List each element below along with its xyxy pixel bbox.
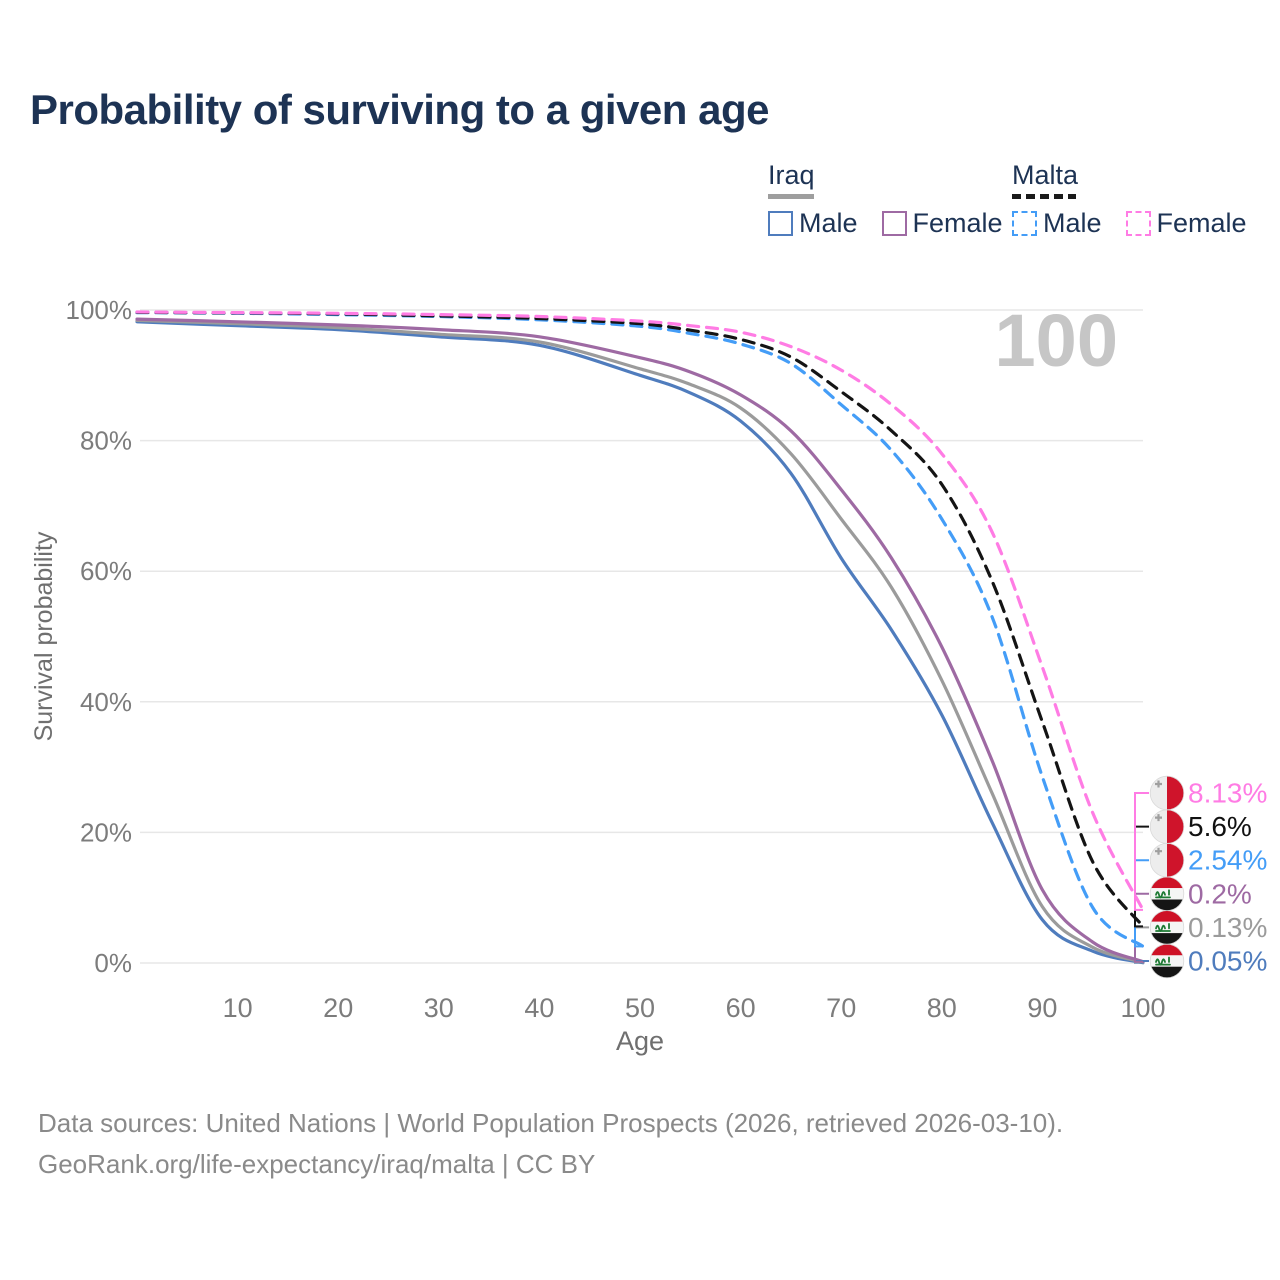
takbir-script-icon — [1155, 889, 1171, 899]
curve-iraq-female[interactable] — [135, 317, 1145, 964]
malta-white-half — [1150, 776, 1167, 810]
iraq-flag-icon — [1149, 876, 1185, 911]
malta-flag-icon — [1149, 809, 1185, 844]
iraq-flag-shapes — [1150, 944, 1184, 978]
end-label-connector-malta-both — [1134, 825, 1149, 928]
iraq-white-band — [1150, 921, 1184, 934]
legend-item-label: Female — [1156, 208, 1247, 238]
legend-items: Male Female — [1012, 208, 1247, 239]
iraq-white-band — [1150, 955, 1184, 967]
y-tick-label: 0% — [94, 948, 132, 978]
x-tick-label: 40 — [524, 993, 554, 1023]
iraq-flag-shapes — [1150, 876, 1184, 911]
curve-malta-male[interactable] — [135, 311, 1145, 948]
end-label-value-malta-both: 5.6% — [1188, 811, 1252, 842]
end-label-value-iraq-male: 0.05% — [1188, 946, 1267, 977]
iraq-flag-icon — [1149, 943, 1185, 979]
legend-item-iraq-male[interactable]: Male — [768, 208, 858, 239]
takbir-script-icon — [1155, 956, 1171, 966]
end-label-value-malta-female: 8.13% — [1188, 778, 1267, 809]
legend-swatch-icon — [768, 211, 793, 236]
y-tick-label: 60% — [80, 556, 132, 586]
malta-white-half — [1150, 809, 1167, 844]
x-tick-label: 100 — [1120, 993, 1165, 1023]
end-label-value-iraq-female: 0.2% — [1188, 878, 1252, 909]
malta-flag-icon — [1149, 843, 1185, 878]
footer-attribution: GeoRank.org/life-expectancy/iraq/malta |… — [38, 1149, 596, 1179]
y-tick-label: 40% — [80, 687, 132, 717]
iraq-black-band — [1150, 933, 1184, 945]
malta-flag-icon — [1149, 775, 1185, 811]
iraq-white-band — [1150, 888, 1184, 900]
legend-item-label: Female — [912, 208, 1003, 238]
iraq-flag-shapes — [1150, 910, 1184, 945]
end-label-connector-malta-male — [1134, 859, 1149, 948]
legend-item-label: Male — [799, 208, 858, 238]
x-tick-label: 10 — [223, 993, 253, 1023]
x-tick-label: 90 — [1027, 993, 1057, 1023]
footer: Data sources: United Nations | World Pop… — [38, 1103, 1063, 1185]
malta-flag-shapes — [1150, 843, 1184, 878]
malta-flag-shapes — [1150, 809, 1184, 844]
iraq-red-band — [1150, 944, 1184, 956]
legend-item-malta-female[interactable]: Female — [1125, 208, 1247, 239]
y-axis-title: Survival probability — [30, 531, 58, 741]
end-label-value-iraq-both: 0.13% — [1188, 912, 1267, 943]
curve-iraq-both[interactable] — [135, 318, 1145, 964]
x-tick-label: 20 — [323, 993, 353, 1023]
end-label-connector-malta-female — [1134, 792, 1149, 911]
malta-red-half — [1167, 776, 1184, 810]
footer-data-sources: Data sources: United Nations | World Pop… — [38, 1108, 1064, 1138]
malta-flag-shapes — [1150, 776, 1184, 810]
iraq-red-band — [1150, 910, 1184, 922]
end-label-malta-both: 5.6% — [1149, 809, 1252, 844]
x-axis-title: Age — [616, 1026, 664, 1056]
y-tick-label: 80% — [80, 426, 132, 456]
end-label-value-malta-male: 2.54% — [1188, 845, 1267, 876]
legend-swatch-icon — [1125, 211, 1151, 236]
curve-iraq-male[interactable] — [135, 320, 1145, 965]
legend-group-title-iraq: Iraq — [768, 160, 815, 190]
end-label-iraq-male: 0.05% — [1149, 943, 1267, 979]
legend-item-malta-male[interactable]: Male — [1012, 208, 1102, 239]
x-tick-label: 60 — [726, 993, 756, 1023]
legend-swatch-icon — [1012, 211, 1037, 236]
takbir-script-icon — [1155, 923, 1171, 933]
end-label-malta-female: 8.13% — [1149, 775, 1267, 811]
legend-group-iraq: Iraq Male Female — [768, 160, 1003, 239]
iraq-red-band — [1150, 876, 1184, 889]
legend-item-iraq-female[interactable]: Female — [881, 208, 1003, 239]
malta-red-half — [1167, 809, 1184, 844]
x-tick-label: 70 — [826, 993, 856, 1023]
y-tick-label: 20% — [80, 817, 132, 847]
legend-group-title-malta: Malta — [1012, 160, 1079, 190]
dashed-line-style-icon — [1012, 194, 1076, 199]
iraq-black-band — [1150, 966, 1184, 978]
end-label-iraq-female: 0.2% — [1149, 876, 1252, 911]
end-label-iraq-both: 0.13% — [1149, 910, 1267, 945]
legend-group-malta: Malta Male Female — [1012, 160, 1247, 239]
survival-probability-chart: 0% 20% 40% 60% 80% 100% 100 10 20 30 40 50 60 70 80 90 1… — [30, 295, 1267, 1056]
george-cross-icon — [1155, 847, 1162, 855]
x-tick-label: 80 — [927, 993, 957, 1023]
page-title: Probability of surviving to a given age — [30, 86, 769, 133]
watermark-age-100: 100 — [995, 299, 1118, 382]
solid-line-style-icon — [768, 194, 814, 199]
flag-ring — [1149, 775, 1185, 811]
iraq-flag-icon — [1149, 910, 1185, 945]
george-cross-icon — [1155, 780, 1162, 788]
x-tick-label: 30 — [424, 993, 454, 1023]
george-cross-icon — [1155, 814, 1162, 822]
legend-item-label: Male — [1043, 208, 1102, 238]
curve-malta-female[interactable] — [135, 310, 1145, 912]
iraq-black-band — [1150, 899, 1184, 911]
legend-items: Male Female — [768, 208, 1003, 239]
end-label-malta-male: 2.54% — [1149, 843, 1267, 878]
y-tick-label: 100% — [66, 295, 133, 325]
legend-swatch-icon — [881, 211, 907, 236]
malta-red-half — [1167, 843, 1184, 878]
x-tick-label: 50 — [625, 993, 655, 1023]
malta-white-half — [1150, 843, 1167, 878]
